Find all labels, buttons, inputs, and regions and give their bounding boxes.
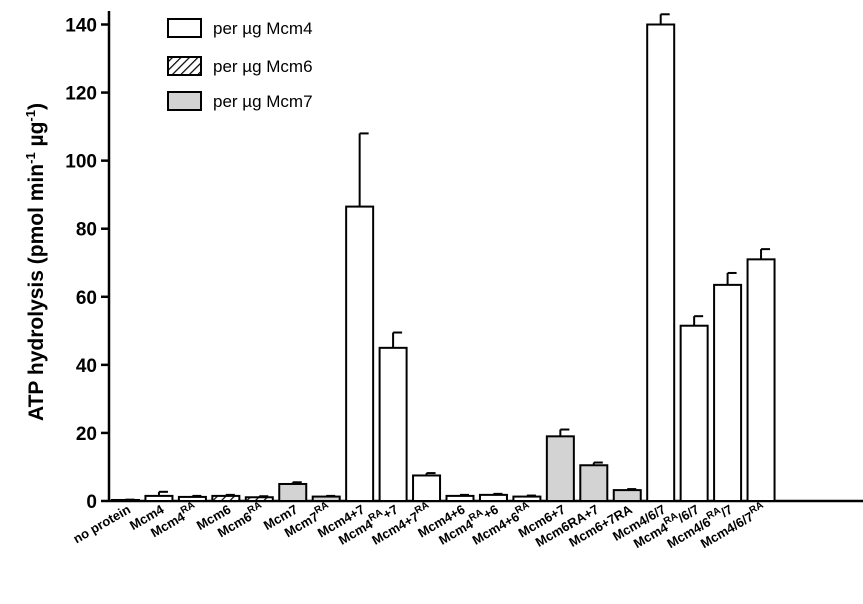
y-tick-label: 60 [76, 288, 97, 309]
y-tick-label: 80 [76, 220, 97, 241]
y-title-main: ATP hydrolysis (pmol min [25, 164, 48, 421]
bar [311, 495, 341, 502]
bar [579, 464, 609, 503]
legend-swatch [167, 18, 202, 38]
legend-swatch [167, 56, 202, 76]
y-axis-title: ATP hydrolysis (pmol min-1 µg-1) [23, 103, 48, 421]
y-tick-label: 100 [65, 152, 97, 173]
bar [144, 494, 174, 503]
bar [244, 496, 274, 503]
bar [412, 474, 442, 502]
y-tick-label: 40 [76, 356, 97, 377]
legend: per µg Mcm4 per µg Mcm6 per µg Mcm7 [167, 18, 313, 111]
bar [111, 498, 140, 503]
bar [512, 495, 542, 502]
y-title-sup1: -1 [23, 152, 38, 164]
y-tick-label: 120 [65, 84, 97, 105]
y-title-sup2: -1 [23, 110, 38, 122]
bar [445, 494, 475, 503]
y-tick-label: 140 [65, 16, 97, 37]
bar [211, 494, 241, 503]
legend-label: per µg Mcm7 [213, 92, 313, 111]
legend-label: per µg Mcm6 [213, 57, 313, 76]
y-axis: 0 20 40 60 80 100 120 140 [65, 11, 111, 513]
bar [646, 23, 676, 502]
bar [746, 258, 776, 502]
bar [545, 435, 575, 503]
bar [713, 283, 743, 502]
bar [478, 493, 508, 502]
bar [177, 495, 207, 502]
y-title-mid: µg [25, 122, 48, 153]
bar [378, 346, 408, 503]
category-label-suffix: +7 [380, 502, 400, 522]
category-label-suffix: +6 [481, 502, 501, 522]
legend-swatch [167, 91, 202, 111]
category-label: no protein [70, 502, 133, 547]
category-label-main: no protein [70, 502, 133, 547]
bar [345, 205, 375, 502]
legend-label: per µg Mcm4 [213, 19, 313, 38]
category-labels: no proteinMcm4Mcm4RAMcm6Mcm6RAMcm7Mcm7RA… [70, 500, 765, 551]
bar [679, 324, 709, 502]
y-tick-label: 20 [76, 424, 97, 445]
bars-group [111, 13, 776, 503]
bar [278, 482, 308, 503]
y-tick-label: 0 [86, 492, 97, 513]
y-title-end: ) [25, 103, 48, 110]
bar [612, 489, 642, 503]
